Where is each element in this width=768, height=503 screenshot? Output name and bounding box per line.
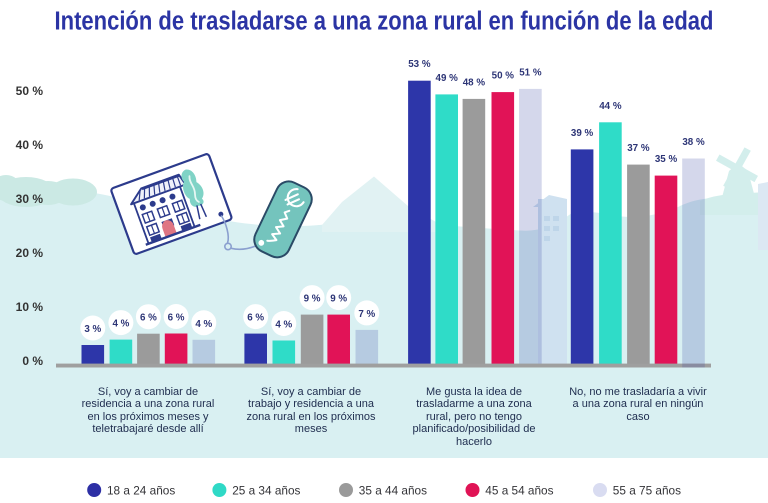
svg-text:37 %: 37 % (627, 143, 650, 154)
svg-text:50 %: 50 % (492, 71, 515, 82)
svg-text:25 a 34 años: 25 a 34 años (232, 484, 300, 498)
svg-text:50 %: 50 % (16, 84, 44, 98)
svg-text:9 %: 9 % (330, 294, 347, 305)
svg-text:9 %: 9 % (304, 294, 321, 305)
svg-text:4 %: 4 % (195, 319, 212, 330)
svg-text:20 %: 20 % (16, 246, 44, 260)
svg-text:35 a 44 años: 35 a 44 años (359, 484, 427, 498)
svg-text:45 a 54 años: 45 a 54 años (485, 484, 553, 498)
svg-text:0 %: 0 % (22, 354, 43, 368)
svg-text:39 %: 39 % (571, 128, 594, 139)
svg-text:6 %: 6 % (247, 313, 264, 324)
svg-text:7 %: 7 % (358, 309, 375, 320)
svg-text:30 %: 30 % (16, 192, 44, 206)
svg-text:6 %: 6 % (140, 313, 157, 324)
svg-text:38 %: 38 % (682, 137, 705, 148)
svg-text:49 %: 49 % (436, 73, 459, 84)
svg-text:48 %: 48 % (463, 77, 486, 88)
svg-text:35 %: 35 % (655, 154, 678, 165)
svg-text:4 %: 4 % (112, 319, 129, 330)
svg-text:40 %: 40 % (16, 138, 44, 152)
svg-text:44 %: 44 % (599, 101, 622, 112)
svg-text:3 %: 3 % (84, 324, 101, 335)
svg-text:4 %: 4 % (275, 320, 292, 331)
svg-text:6 %: 6 % (168, 313, 185, 324)
svg-text:55 a 75 años: 55 a 75 años (613, 484, 681, 498)
svg-text:10 %: 10 % (16, 300, 44, 314)
svg-text:53 %: 53 % (408, 59, 431, 70)
svg-text:18 a 24 años: 18 a 24 años (107, 484, 175, 498)
svg-text:51 %: 51 % (519, 67, 542, 78)
